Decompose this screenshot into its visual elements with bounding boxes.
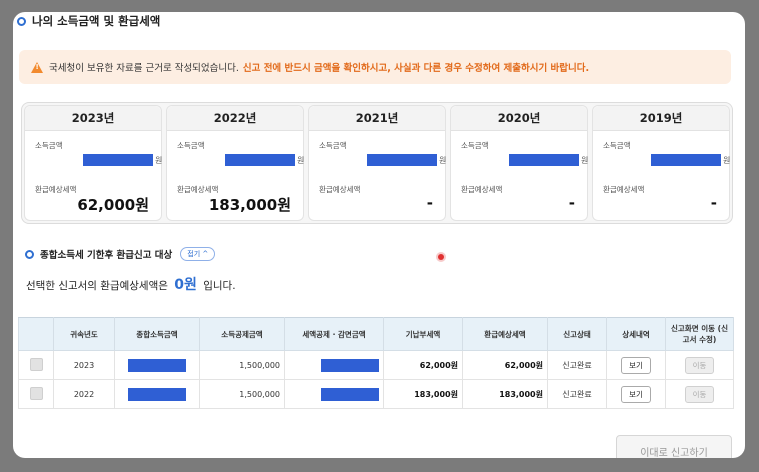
year-label: 2020년 [451,106,587,131]
income-label: 소득금액 [35,141,63,150]
refund-amount: - [710,194,717,212]
year-label: 2019년 [593,106,729,131]
view-button[interactable]: 보기 [621,385,651,403]
year-label: 2021년 [309,106,445,131]
th-income-deduction: 소득공제금액 [199,317,285,351]
row-checkbox[interactable] [29,357,43,371]
year-card-2023: 2023년 소득금액 원 환급예상세액 62,000원 [24,105,162,221]
page-title-text: 나의 소득금액 및 환급세액 [32,14,161,28]
redacted-credit [321,358,379,372]
notice-banner: ! 국세청이 보유한 자료를 근거로 작성되었습니다. 신고 전에 반드시 금액… [19,50,731,84]
row-tax-credit [284,350,384,380]
section-title-text: 종합소득세 기한후 환급신고 대상 [40,250,173,261]
summary-prefix: 선택한 신고서의 환급예상세액은 [26,280,168,292]
table-header-row: 귀속년도 종합소득금액 소득공제금액 세액공제 · 감면금액 기납부세액 환급예… [18,317,734,351]
page-title: 나의 소득금액 및 환급세액 [17,13,160,29]
redacted-income [509,154,579,166]
row-status: 신고완료 [547,379,607,409]
refund-table: 귀속년도 종합소득금액 소득공제금액 세액공제 · 감면금액 기납부세액 환급예… [18,317,734,409]
table-row: 2023 1,500,000 62,000원 62,000원 신고완료 보기 이… [18,350,734,380]
section-title: 종합소득세 기한후 환급신고 대상 접기 ^ [25,247,216,261]
warning-icon: ! [31,61,43,73]
row-select-cell [18,379,54,409]
income-label: 소득금액 [177,141,205,150]
refund-amount: 62,000원 [77,196,149,214]
year-summary-cards: 2023년 소득금액 원 환급예상세액 62,000원 2022년 소득금액 원… [21,102,733,224]
th-status: 신고상태 [547,317,607,351]
won-unit: 원 [581,156,589,165]
redacted-income [225,154,295,166]
row-detail-cell: 보기 [606,350,666,380]
row-refund: 183,000원 [462,379,548,409]
year-label: 2022년 [167,106,303,131]
refund-summary: 선택한 신고서의 환급예상세액은 0원 입니다. [26,274,236,294]
refund-label: 환급예상세액 [603,185,645,194]
notice-highlight: 신고 전에 반드시 금액을 확인하시고, 사실과 다른 경우 수정하여 제출하시… [242,63,590,74]
th-expected-refund: 환급예상세액 [462,317,548,351]
row-move-cell: 이동 [665,350,734,380]
th-select [18,317,54,351]
row-total-income [114,379,200,409]
th-tax-credit: 세액공제 · 감면금액 [284,317,384,351]
row-year: 2022 [53,379,115,409]
row-prepaid: 62,000원 [383,350,463,380]
refund-amount: - [568,194,575,212]
row-tax-credit [284,379,384,409]
row-checkbox[interactable] [29,386,43,400]
won-unit: 원 [155,156,163,165]
refund-label: 환급예상세액 [35,185,77,194]
th-total-income: 종합소득금액 [114,317,200,351]
redacted-income [128,387,186,401]
fold-toggle-button[interactable]: 접기 ^ [180,247,216,261]
year-card-2022: 2022년 소득금액 원 환급예상세액 183,000원 [166,105,304,221]
submit-report-button[interactable]: 이대로 신고하기 [616,435,732,458]
row-move-cell: 이동 [665,379,734,409]
cursor-dot [438,254,444,260]
won-unit: 원 [723,156,731,165]
bullet-ring-icon [17,16,26,26]
year-card-2021: 2021년 소득금액 원 환급예상세액 - [308,105,446,221]
refund-amount: - [426,194,433,212]
row-status: 신고완료 [547,350,607,380]
redacted-income [83,154,153,166]
bullet-ring-icon [25,249,34,259]
th-move: 신고화면 이동 (신고서 수정) [665,317,734,351]
row-refund: 62,000원 [462,350,548,380]
move-button[interactable]: 이동 [684,356,715,374]
refund-amount: 183,000원 [208,196,291,214]
row-deduction: 1,500,000 [199,379,285,409]
summary-suffix: 입니다. [203,280,236,292]
main-panel: 나의 소득금액 및 환급세액 ! 국세청이 보유한 자료를 근거로 작성되었습니… [13,12,745,458]
notice-text: 국세청이 보유한 자료를 근거로 작성되었습니다. [49,63,239,74]
row-total-income [114,350,200,380]
refund-label: 환급예상세액 [319,185,361,194]
th-detail: 상세내역 [606,317,666,351]
income-label: 소득금액 [319,141,347,150]
year-card-2019: 2019년 소득금액 원 환급예상세액 - [592,105,730,221]
row-year: 2023 [53,350,115,380]
redacted-income [128,358,186,372]
year-card-2020: 2020년 소득금액 원 환급예상세액 - [450,105,588,221]
won-unit: 원 [439,156,447,165]
refund-label: 환급예상세액 [177,185,219,194]
summary-amount: 0원 [174,277,197,293]
row-deduction: 1,500,000 [199,350,285,380]
income-label: 소득금액 [461,141,489,150]
row-select-cell [18,350,54,380]
redacted-income [367,154,437,166]
year-label: 2023년 [25,106,161,131]
table-row: 2022 1,500,000 183,000원 183,000원 신고완료 보기… [18,379,734,409]
income-label: 소득금액 [603,141,631,150]
view-button[interactable]: 보기 [621,356,651,374]
refund-label: 환급예상세액 [461,185,503,194]
move-button[interactable]: 이동 [684,385,715,403]
redacted-income [651,154,721,166]
th-prepaid-tax: 기납부세액 [383,317,463,351]
th-year: 귀속년도 [53,317,115,351]
won-unit: 원 [297,156,305,165]
row-prepaid: 183,000원 [383,379,463,409]
row-detail-cell: 보기 [606,379,666,409]
redacted-credit [321,387,379,401]
